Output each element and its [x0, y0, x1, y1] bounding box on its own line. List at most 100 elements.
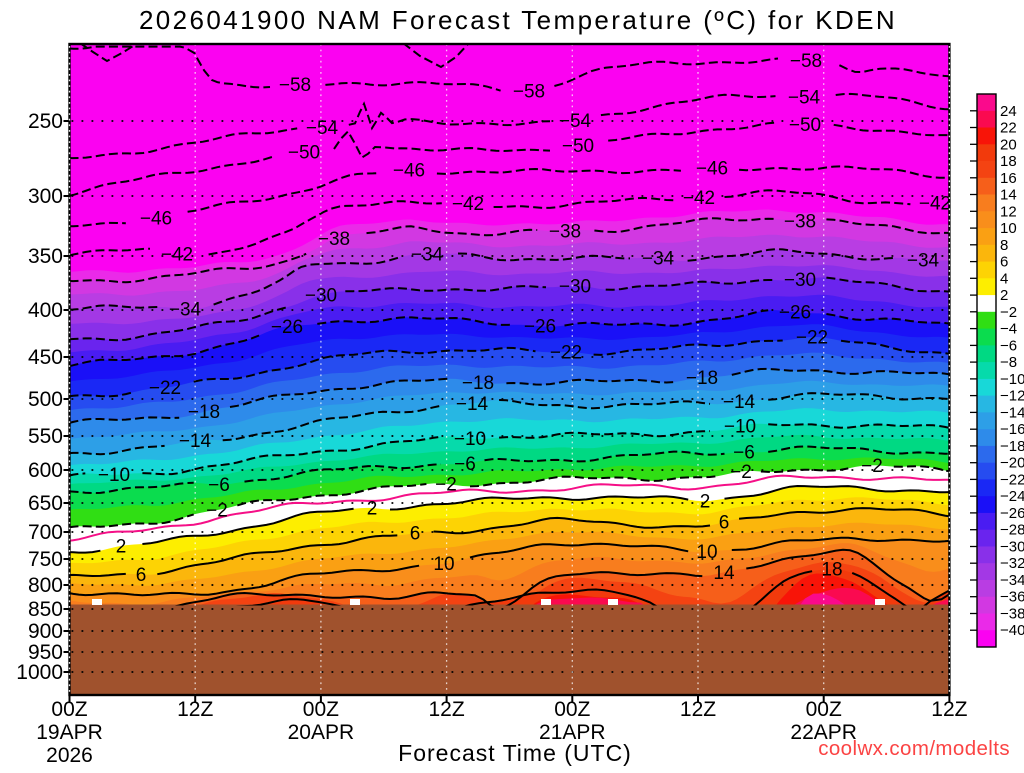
svg-text:20APR: 20APR — [288, 721, 355, 744]
svg-text:−10: −10 — [1000, 371, 1024, 388]
svg-text:−6: −6 — [208, 475, 230, 496]
svg-text:−22: −22 — [1000, 471, 1024, 488]
svg-text:−42: −42 — [683, 188, 715, 209]
svg-text:−2: −2 — [1000, 304, 1017, 321]
svg-text:−50: −50 — [562, 136, 594, 157]
svg-text:−34: −34 — [169, 300, 202, 321]
svg-text:18: 18 — [821, 560, 842, 581]
svg-text:−30: −30 — [305, 286, 337, 307]
svg-text:10: 10 — [696, 542, 717, 563]
svg-text:250: 250 — [28, 110, 63, 133]
svg-text:−54: −54 — [559, 111, 592, 132]
svg-text:00Z: 00Z — [554, 698, 590, 721]
svg-text:−22: −22 — [550, 342, 582, 363]
svg-text:850: 850 — [28, 598, 63, 621]
svg-text:650: 650 — [28, 492, 63, 515]
svg-text:20: 20 — [1000, 136, 1017, 153]
svg-text:2: 2 — [116, 537, 127, 558]
svg-text:−34: −34 — [1000, 572, 1024, 589]
svg-text:550: 550 — [28, 425, 63, 448]
svg-text:−38: −38 — [318, 229, 350, 250]
svg-text:1000: 1000 — [16, 661, 63, 684]
svg-text:−2: −2 — [435, 474, 457, 495]
svg-text:6: 6 — [410, 524, 421, 545]
svg-text:−42: −42 — [452, 194, 484, 215]
svg-text:−34: −34 — [411, 245, 444, 266]
svg-text:−46: −46 — [140, 209, 172, 230]
svg-text:−38: −38 — [784, 211, 816, 232]
svg-text:−14: −14 — [456, 394, 489, 415]
svg-text:coolwx.com/modelts: coolwx.com/modelts — [818, 737, 1010, 760]
svg-text:00Z: 00Z — [806, 698, 842, 721]
svg-text:8: 8 — [1000, 237, 1008, 254]
svg-text:450: 450 — [28, 346, 63, 369]
svg-text:−18: −18 — [686, 368, 718, 389]
svg-text:2: 2 — [367, 499, 378, 520]
svg-text:−6: −6 — [733, 443, 755, 464]
svg-text:10: 10 — [433, 554, 454, 575]
svg-text:12Z: 12Z — [177, 698, 213, 721]
svg-text:950: 950 — [28, 641, 63, 664]
svg-text:−30: −30 — [784, 270, 816, 291]
svg-text:18: 18 — [1000, 153, 1017, 170]
svg-text:750: 750 — [28, 548, 63, 571]
svg-text:−6: −6 — [454, 454, 476, 475]
svg-text:16: 16 — [1000, 170, 1017, 187]
svg-text:6: 6 — [136, 565, 147, 586]
svg-text:−50: −50 — [288, 143, 320, 164]
svg-text:−28: −28 — [1000, 522, 1024, 539]
svg-text:−4: −4 — [1000, 321, 1017, 338]
svg-text:−18: −18 — [188, 402, 220, 423]
svg-text:−46: −46 — [393, 161, 425, 182]
svg-text:−6: −6 — [1000, 337, 1017, 354]
svg-text:−34: −34 — [642, 249, 675, 270]
svg-text:−14: −14 — [723, 392, 756, 413]
svg-text:−38: −38 — [549, 222, 581, 243]
svg-text:2: 2 — [1000, 287, 1008, 304]
svg-text:14: 14 — [713, 563, 735, 584]
svg-text:2026: 2026 — [46, 744, 93, 767]
svg-text:14: 14 — [1000, 187, 1017, 204]
svg-text:−26: −26 — [779, 303, 811, 324]
svg-text:−2: −2 — [861, 456, 883, 477]
svg-text:600: 600 — [28, 459, 63, 482]
svg-text:10: 10 — [1000, 220, 1017, 237]
svg-text:00Z: 00Z — [51, 698, 87, 721]
svg-text:6: 6 — [719, 513, 730, 534]
svg-text:−30: −30 — [559, 276, 591, 297]
svg-text:700: 700 — [28, 521, 63, 544]
svg-text:12Z: 12Z — [931, 698, 967, 721]
svg-text:−42: −42 — [919, 194, 951, 215]
svg-text:−58: −58 — [790, 51, 822, 72]
svg-text:22APR: 22APR — [790, 721, 857, 744]
svg-text:−26: −26 — [524, 317, 556, 338]
svg-text:500: 500 — [28, 388, 63, 411]
svg-text:−14: −14 — [179, 431, 212, 452]
svg-text:Forecast Time (UTC): Forecast Time (UTC) — [398, 740, 632, 766]
svg-text:−16: −16 — [1000, 421, 1024, 438]
svg-text:−22: −22 — [796, 327, 828, 348]
svg-text:−50: −50 — [789, 115, 821, 136]
svg-text:−26: −26 — [1000, 505, 1024, 522]
svg-text:−24: −24 — [1000, 488, 1024, 505]
svg-text:−54: −54 — [788, 88, 821, 109]
svg-text:−32: −32 — [1000, 555, 1024, 572]
svg-text:24: 24 — [1000, 103, 1017, 120]
svg-text:400: 400 — [28, 299, 63, 322]
svg-text:−58: −58 — [513, 82, 545, 103]
svg-text:−42: −42 — [161, 244, 193, 265]
svg-text:−54: −54 — [306, 118, 339, 139]
svg-text:300: 300 — [28, 185, 63, 208]
svg-text:−8: −8 — [1000, 354, 1017, 371]
svg-text:−10: −10 — [98, 465, 130, 486]
svg-text:−34: −34 — [907, 251, 940, 272]
svg-text:−2: −2 — [730, 462, 752, 483]
svg-text:12: 12 — [1000, 203, 1017, 220]
svg-text:800: 800 — [28, 574, 63, 597]
svg-text:−40: −40 — [1000, 622, 1024, 639]
svg-text:00Z: 00Z — [303, 698, 339, 721]
svg-text:22: 22 — [1000, 120, 1017, 137]
svg-text:−26: −26 — [271, 317, 303, 338]
svg-text:−22: −22 — [149, 378, 181, 399]
svg-text:2: 2 — [700, 492, 711, 513]
